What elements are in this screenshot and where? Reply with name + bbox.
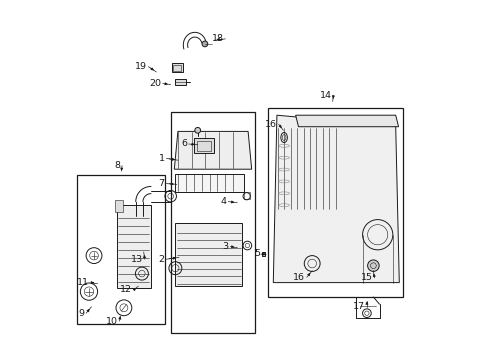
Text: 8: 8 — [114, 161, 120, 170]
Text: 19: 19 — [134, 62, 146, 71]
Circle shape — [202, 41, 207, 47]
Polygon shape — [273, 115, 399, 283]
Bar — [171, 63, 183, 72]
Bar — [77, 175, 165, 324]
Text: 16: 16 — [264, 120, 276, 129]
Text: 2: 2 — [158, 255, 164, 264]
Text: 20: 20 — [149, 79, 161, 88]
Text: 4: 4 — [220, 197, 226, 206]
Bar — [117, 205, 151, 288]
Polygon shape — [115, 200, 123, 212]
Polygon shape — [261, 252, 264, 256]
Text: 3: 3 — [222, 242, 228, 251]
Text: 18: 18 — [211, 34, 223, 43]
Text: 11: 11 — [77, 278, 89, 287]
Bar — [175, 79, 186, 85]
Polygon shape — [295, 115, 398, 127]
Bar — [173, 65, 181, 71]
Text: 1: 1 — [158, 154, 164, 163]
Bar — [175, 174, 244, 192]
Bar — [170, 112, 255, 333]
Text: 14: 14 — [319, 91, 331, 100]
Text: 16: 16 — [292, 273, 305, 282]
Text: 13: 13 — [131, 255, 142, 264]
Bar — [197, 141, 210, 151]
Text: 12: 12 — [120, 285, 132, 294]
Text: 9: 9 — [78, 309, 84, 318]
Text: 17: 17 — [352, 302, 365, 311]
Text: 5: 5 — [253, 249, 260, 258]
Polygon shape — [174, 131, 251, 169]
Bar — [267, 108, 402, 297]
Text: 6: 6 — [181, 139, 186, 148]
Text: 10: 10 — [105, 317, 118, 325]
Circle shape — [194, 127, 200, 133]
Text: 15: 15 — [360, 274, 372, 282]
Circle shape — [367, 260, 378, 271]
Bar — [175, 223, 242, 286]
Bar — [244, 192, 249, 199]
Text: 7: 7 — [158, 179, 164, 188]
Bar — [194, 138, 213, 153]
